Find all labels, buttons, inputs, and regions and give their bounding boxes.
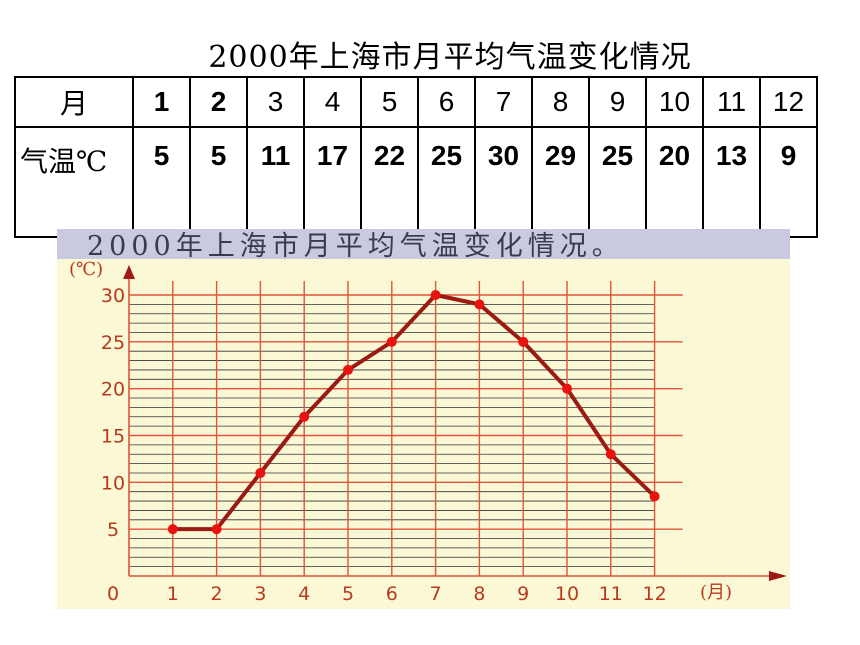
month-cell: 4 bbox=[303, 76, 362, 128]
temp-cell: 25 bbox=[588, 126, 647, 238]
month-cell: 12 bbox=[759, 76, 818, 128]
temp-cell: 9 bbox=[759, 126, 818, 238]
x-tick-label: 5 bbox=[342, 583, 354, 605]
data-point bbox=[167, 524, 178, 535]
data-point bbox=[211, 524, 222, 535]
x-tick-label: 8 bbox=[473, 583, 485, 605]
data-point bbox=[474, 299, 485, 310]
temp-cell: 30 bbox=[474, 126, 533, 238]
month-cell: 9 bbox=[588, 76, 647, 128]
temp-cell: 17 bbox=[303, 126, 362, 238]
temp-cell: 11 bbox=[246, 126, 305, 238]
origin-label: 0 bbox=[107, 583, 119, 605]
x-tick-label: 2 bbox=[211, 583, 223, 605]
temp-cell: 20 bbox=[645, 126, 704, 238]
temperature-table: 月 1 2 3 4 5 6 7 8 9 10 11 12 气温℃ 5 5 11 … bbox=[14, 76, 818, 238]
data-point bbox=[518, 336, 529, 347]
data-point bbox=[649, 491, 660, 502]
temp-cell: 29 bbox=[531, 126, 590, 238]
x-tick-label: 11 bbox=[599, 583, 623, 605]
month-cell: 2 bbox=[189, 76, 248, 128]
x-tick-label: 9 bbox=[517, 583, 529, 605]
data-point bbox=[605, 449, 616, 460]
month-cell: 10 bbox=[645, 76, 704, 128]
data-point bbox=[562, 383, 572, 394]
x-tick-label: 3 bbox=[254, 583, 266, 605]
x-axis-label: (月) bbox=[700, 582, 732, 603]
data-point bbox=[430, 290, 441, 300]
month-cell: 5 bbox=[360, 76, 419, 128]
page-title: 2000年上海市月平均气温变化情况 bbox=[208, 40, 692, 75]
temp-cell: 5 bbox=[132, 126, 191, 238]
y-axis-label: (℃) bbox=[69, 259, 103, 280]
x-tick-label: 12 bbox=[643, 583, 667, 605]
data-point bbox=[299, 411, 310, 422]
month-cell: 1 bbox=[132, 76, 191, 128]
month-cell: 11 bbox=[702, 76, 761, 128]
data-point bbox=[255, 467, 266, 478]
temperature-line bbox=[172, 293, 656, 532]
y-tick-label: 20 bbox=[101, 379, 125, 401]
y-axis-arrow bbox=[123, 265, 135, 279]
y-tick-label: 10 bbox=[101, 472, 125, 494]
data-point bbox=[343, 364, 353, 375]
y-tick-label: 5 bbox=[107, 519, 119, 541]
month-cell: 7 bbox=[474, 76, 533, 128]
month-cell: 8 bbox=[531, 76, 590, 128]
temp-cell: 5 bbox=[189, 126, 248, 238]
chart-title: 2000年上海市月平均气温变化情况。 bbox=[87, 231, 624, 262]
x-tick-label: 10 bbox=[555, 583, 579, 605]
chart-svg: 2000年上海市月平均气温变化情况。 (℃) (月) 0 51015202530… bbox=[57, 229, 790, 605]
line-chart: 2000年上海市月平均气温变化情况。 (℃) (月) 0 5 10 15 20 25 30… bbox=[57, 229, 790, 609]
x-tick-label: 1 bbox=[167, 583, 179, 605]
table-row-temps: 气温℃ 5 5 11 17 22 25 30 29 25 20 13 9 bbox=[14, 126, 818, 238]
table-row-months: 月 1 2 3 4 5 6 7 8 9 10 11 12 bbox=[14, 76, 818, 128]
x-tick-label: 6 bbox=[386, 583, 398, 605]
y-tick-label: 30 bbox=[101, 285, 125, 307]
temp-cell: 13 bbox=[702, 126, 761, 238]
y-tick-label: 15 bbox=[101, 426, 125, 448]
temp-header-cell: 气温℃ bbox=[14, 126, 134, 238]
x-axis-arrow bbox=[769, 571, 787, 581]
y-tick-label: 25 bbox=[101, 332, 125, 354]
temp-cell: 22 bbox=[360, 126, 419, 238]
month-cell: 6 bbox=[417, 76, 476, 128]
month-header-cell: 月 bbox=[14, 76, 134, 128]
chart-title-band bbox=[57, 229, 790, 259]
data-point bbox=[386, 336, 397, 347]
x-tick-label: 7 bbox=[430, 583, 442, 605]
x-tick-label: 4 bbox=[298, 583, 310, 605]
temp-cell: 25 bbox=[417, 126, 476, 238]
month-cell: 3 bbox=[246, 76, 305, 128]
